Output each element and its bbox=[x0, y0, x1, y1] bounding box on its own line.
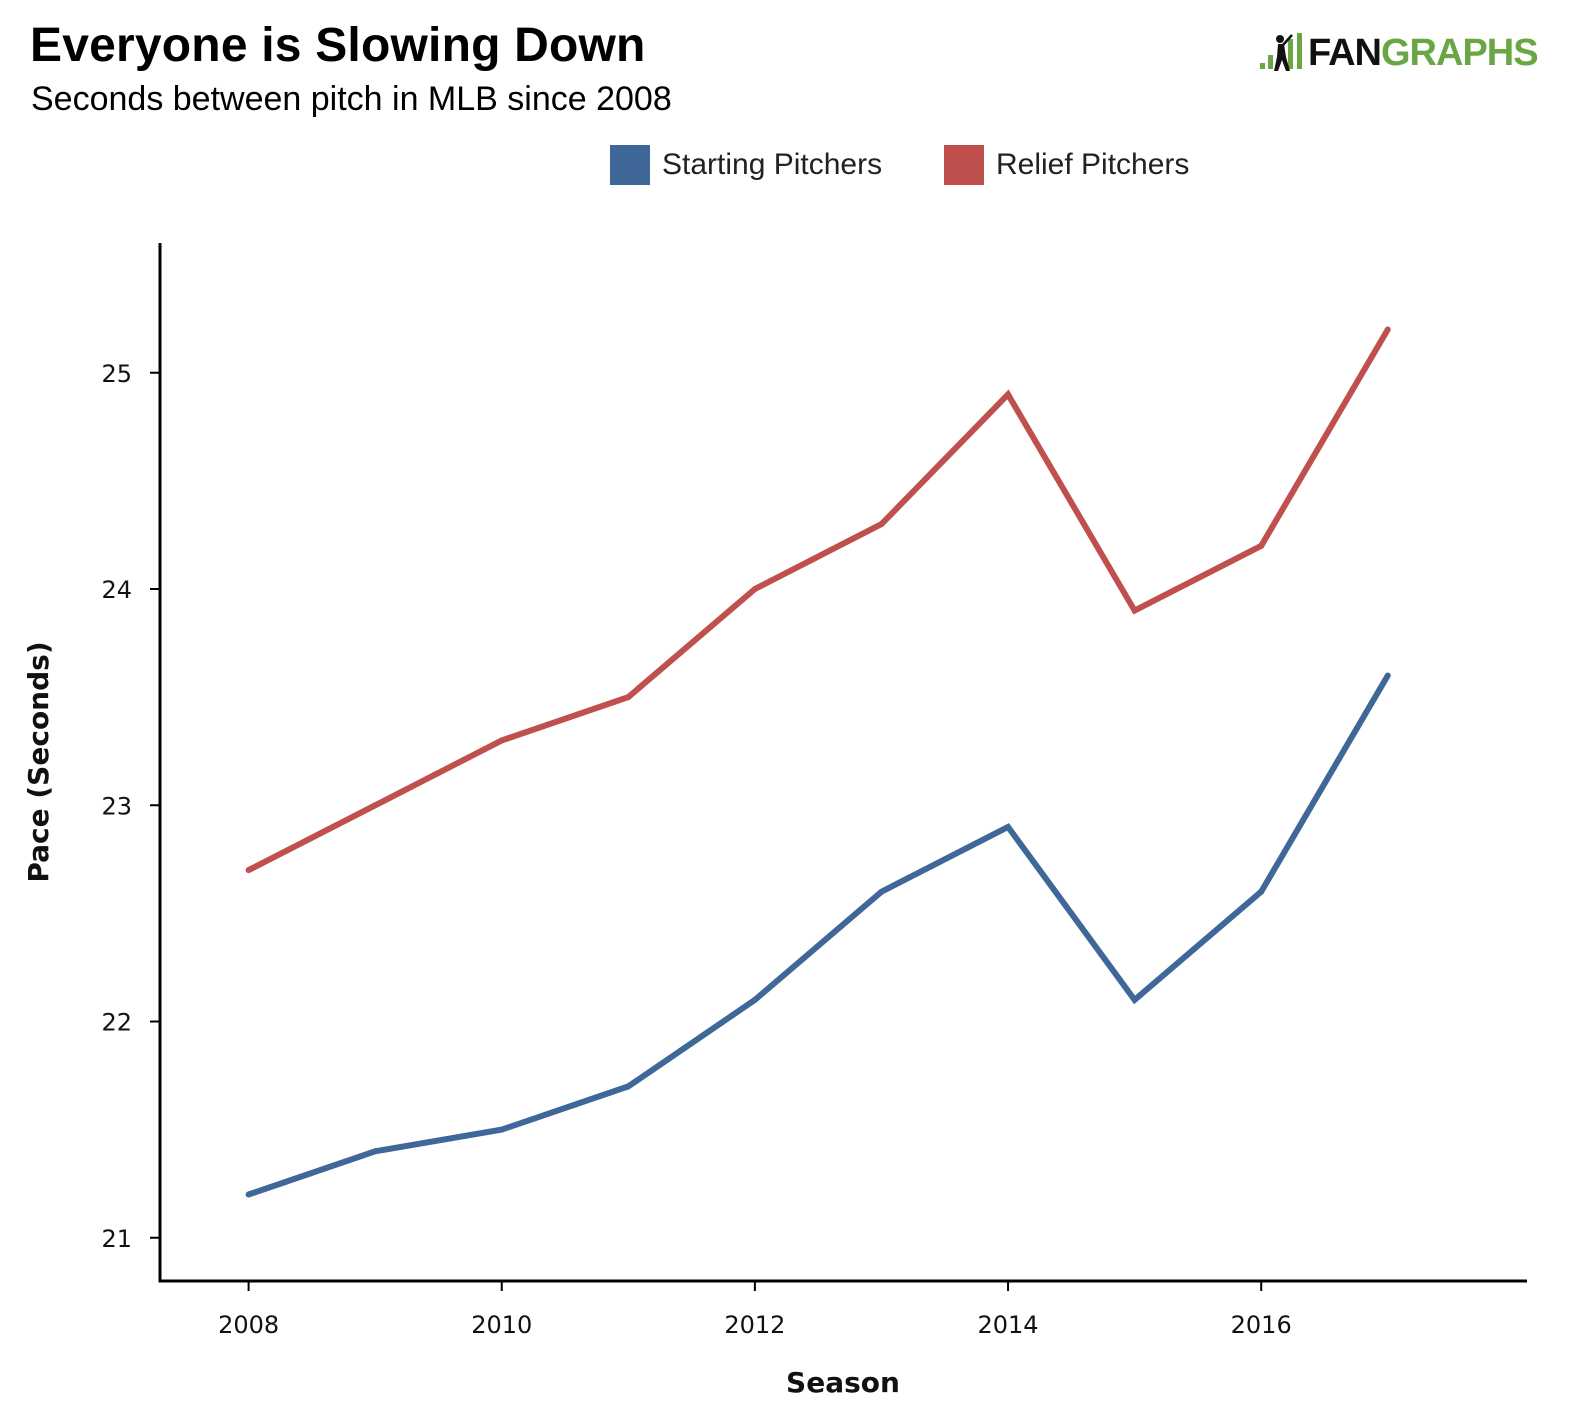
legend-item-relief: Relief Pitchers bbox=[944, 142, 1189, 188]
data-point bbox=[372, 1148, 379, 1155]
y-tick-label: 21 bbox=[101, 1225, 132, 1253]
data-point bbox=[751, 586, 758, 592]
legend: Starting Pitchers Relief Pitchers bbox=[0, 142, 1570, 188]
legend-swatch-relief bbox=[944, 145, 984, 185]
legend-label-starting: Starting Pitchers bbox=[662, 148, 883, 181]
series-line-starting-pitchers bbox=[247, 673, 1391, 1198]
x-ticks: 2008 2010 2012 2014 2016 bbox=[218, 1281, 1292, 1339]
y-tick-label: 25 bbox=[101, 360, 132, 388]
data-point bbox=[1131, 996, 1138, 1003]
batter-icon bbox=[1274, 34, 1293, 71]
chart-title: Everyone is Slowing Down bbox=[30, 19, 646, 72]
legend-item-starting: Starting Pitchers bbox=[610, 142, 882, 188]
x-tick-label: 2014 bbox=[978, 1311, 1039, 1339]
chart-subtitle: Seconds between pitch in MLB since 2008 bbox=[31, 80, 672, 118]
data-point bbox=[245, 867, 252, 874]
data-point bbox=[751, 996, 758, 1003]
y-axis-title: Pace (Seconds) bbox=[22, 641, 55, 882]
data-point bbox=[878, 521, 885, 528]
data-point bbox=[498, 737, 505, 744]
data-point bbox=[1005, 823, 1012, 830]
y-tick-label: 22 bbox=[101, 1009, 132, 1037]
series-line-relief-pitchers bbox=[247, 327, 1391, 873]
data-point bbox=[498, 1126, 505, 1133]
logo-text-graphs: GRAPHS bbox=[1381, 31, 1539, 74]
data-point bbox=[625, 1083, 632, 1090]
axes bbox=[158, 243, 1527, 1283]
x-axis-title: Season bbox=[786, 1366, 900, 1399]
data-point bbox=[1258, 542, 1265, 549]
x-tick-label: 2012 bbox=[724, 1311, 785, 1339]
logo-bars-icon bbox=[1258, 31, 1308, 75]
data-point bbox=[1384, 326, 1391, 333]
data-point bbox=[878, 888, 885, 895]
fangraphs-logo: FAN GRAPHS bbox=[1258, 28, 1539, 78]
data-point bbox=[1384, 672, 1391, 679]
x-tick-label: 2010 bbox=[471, 1311, 532, 1339]
data-point bbox=[625, 694, 632, 701]
series-lines bbox=[245, 326, 1391, 1198]
y-tick-label: 24 bbox=[101, 576, 132, 604]
y-ticks: 21 22 23 24 25 bbox=[101, 360, 160, 1253]
legend-label-relief: Relief Pitchers bbox=[996, 148, 1190, 181]
data-point bbox=[1131, 607, 1138, 614]
y-tick-label: 23 bbox=[101, 792, 132, 820]
data-point bbox=[245, 1191, 252, 1198]
legend-swatch-starting bbox=[610, 145, 650, 185]
x-tick-label: 2016 bbox=[1231, 1311, 1292, 1339]
data-point bbox=[372, 802, 379, 809]
x-tick-label: 2008 bbox=[218, 1311, 279, 1339]
data-point bbox=[1005, 391, 1012, 398]
logo-text-fan: FAN bbox=[1308, 31, 1382, 74]
data-point bbox=[1258, 888, 1265, 895]
